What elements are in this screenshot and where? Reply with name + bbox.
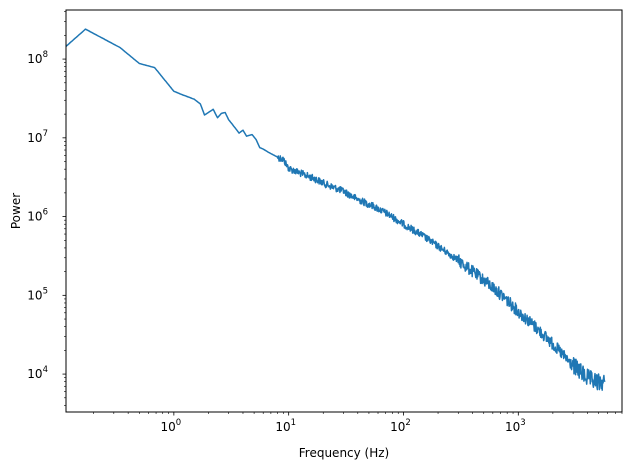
y-tick-label: 105 [27, 286, 48, 302]
y-axis-label: Power [9, 193, 23, 229]
series-layer [65, 28, 606, 391]
y-tick-label: 104 [27, 365, 48, 381]
x-tick-label: 100 [160, 418, 181, 434]
y-tick-label: 108 [27, 50, 48, 66]
plot-area-frame [65, 9, 623, 413]
y-tick-label: 106 [27, 208, 48, 224]
x-tick-label: 103 [505, 418, 526, 434]
x-tick-label: 102 [390, 418, 411, 434]
x-tick-label: 101 [275, 418, 296, 434]
tick-layer: 100 101 102 103 104 105 106 107 108 [27, 11, 623, 434]
series-line [65, 28, 606, 391]
y-tick-label: 107 [27, 129, 48, 145]
x-axis-label: Frequency (Hz) [299, 446, 390, 460]
